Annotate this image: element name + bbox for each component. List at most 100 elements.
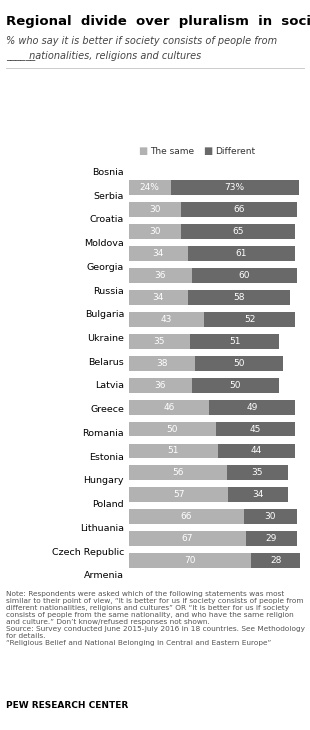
Text: 66: 66	[233, 205, 245, 214]
Bar	[129, 421, 216, 437]
Text: 49: 49	[246, 402, 258, 412]
Bar	[192, 377, 279, 393]
Bar	[129, 488, 228, 502]
Text: 36: 36	[154, 271, 166, 280]
Text: 56: 56	[172, 469, 184, 477]
Text: 24%: 24%	[140, 183, 160, 192]
Text: The same: The same	[150, 147, 194, 155]
Text: 34: 34	[253, 491, 264, 499]
Text: 60: 60	[238, 271, 250, 280]
Bar	[129, 510, 244, 524]
Text: 34: 34	[153, 249, 164, 258]
Bar	[188, 290, 290, 304]
Text: 30: 30	[265, 512, 276, 521]
Text: 34: 34	[153, 293, 164, 301]
Text: 58: 58	[233, 293, 245, 301]
Text: Russia: Russia	[93, 287, 124, 296]
Bar	[246, 531, 297, 546]
Text: Poland: Poland	[92, 500, 124, 509]
Bar	[129, 202, 181, 217]
Bar	[190, 334, 279, 349]
Bar	[129, 531, 246, 546]
Text: 43: 43	[161, 315, 172, 323]
Bar	[209, 399, 295, 415]
Text: 50: 50	[230, 380, 241, 390]
Bar	[129, 377, 192, 393]
Text: 46: 46	[163, 402, 175, 412]
Bar	[129, 444, 218, 458]
Text: 29: 29	[266, 534, 277, 543]
Bar	[129, 399, 209, 415]
Bar	[129, 246, 188, 261]
Text: Romania: Romania	[82, 429, 124, 438]
Text: 65: 65	[232, 227, 244, 236]
Text: Note: Respondents were asked which of the following statements was most similar : Note: Respondents were asked which of th…	[6, 591, 305, 646]
Text: Czech Republic: Czech Republic	[52, 548, 124, 556]
Text: 50: 50	[167, 425, 178, 434]
Bar	[129, 356, 195, 371]
Text: Armenia: Armenia	[84, 572, 124, 580]
Text: 35: 35	[252, 469, 263, 477]
Bar	[244, 510, 297, 524]
Text: % who say it is better if society consists of people from: % who say it is better if society consis…	[6, 36, 277, 47]
Text: Latvia: Latvia	[95, 382, 124, 391]
Bar	[228, 488, 288, 502]
Bar	[129, 312, 204, 327]
Bar	[129, 180, 171, 195]
Text: 50: 50	[233, 358, 245, 368]
Bar	[195, 356, 283, 371]
Bar	[188, 246, 295, 261]
Text: Moldova: Moldova	[84, 239, 124, 248]
Text: Bulgaria: Bulgaria	[85, 310, 124, 319]
Text: Greece: Greece	[90, 405, 124, 414]
Text: 45: 45	[250, 425, 261, 434]
Bar	[129, 224, 181, 239]
Bar	[129, 553, 251, 568]
Text: Bosnia: Bosnia	[92, 168, 124, 177]
Text: 61: 61	[236, 249, 247, 258]
Text: ■: ■	[203, 146, 212, 156]
Text: ■: ■	[138, 146, 147, 156]
Text: Georgia: Georgia	[87, 263, 124, 272]
Text: Hungary: Hungary	[83, 477, 124, 485]
Text: 35: 35	[153, 337, 165, 346]
Bar	[129, 290, 188, 304]
Text: 70: 70	[184, 556, 196, 565]
Text: 38: 38	[156, 358, 168, 368]
Bar	[204, 312, 295, 327]
Bar	[129, 268, 192, 283]
Text: Estonia: Estonia	[89, 453, 124, 461]
Text: Regional  divide  over  pluralism  in  society: Regional divide over pluralism in societ…	[6, 15, 310, 28]
Bar	[251, 553, 300, 568]
Bar	[171, 180, 299, 195]
Text: Belarus: Belarus	[88, 358, 124, 366]
Text: 51: 51	[168, 447, 179, 456]
Bar	[218, 444, 295, 458]
Text: ______: ______	[6, 51, 35, 61]
Text: 44: 44	[251, 447, 262, 456]
Text: Lithuania: Lithuania	[80, 524, 124, 533]
Bar	[216, 421, 295, 437]
Bar	[129, 334, 190, 349]
Text: 28: 28	[270, 556, 281, 565]
Text: nationalities, religions and cultures: nationalities, religions and cultures	[26, 51, 202, 61]
Text: Ukraine: Ukraine	[87, 334, 124, 343]
Text: 73%: 73%	[224, 183, 245, 192]
Bar	[192, 268, 297, 283]
Text: 67: 67	[182, 534, 193, 543]
Text: PEW RESEARCH CENTER: PEW RESEARCH CENTER	[6, 701, 128, 710]
Text: Serbia: Serbia	[94, 192, 124, 201]
Bar	[181, 224, 295, 239]
Text: 36: 36	[154, 380, 166, 390]
Text: Croatia: Croatia	[90, 215, 124, 224]
Text: 66: 66	[181, 512, 192, 521]
Text: 30: 30	[149, 205, 161, 214]
Text: 30: 30	[149, 227, 161, 236]
Text: 51: 51	[229, 337, 240, 346]
Bar	[181, 202, 297, 217]
Text: 52: 52	[244, 315, 255, 323]
Bar	[227, 466, 288, 480]
Text: 57: 57	[173, 491, 184, 499]
Bar	[129, 466, 227, 480]
Text: Different: Different	[215, 147, 255, 155]
